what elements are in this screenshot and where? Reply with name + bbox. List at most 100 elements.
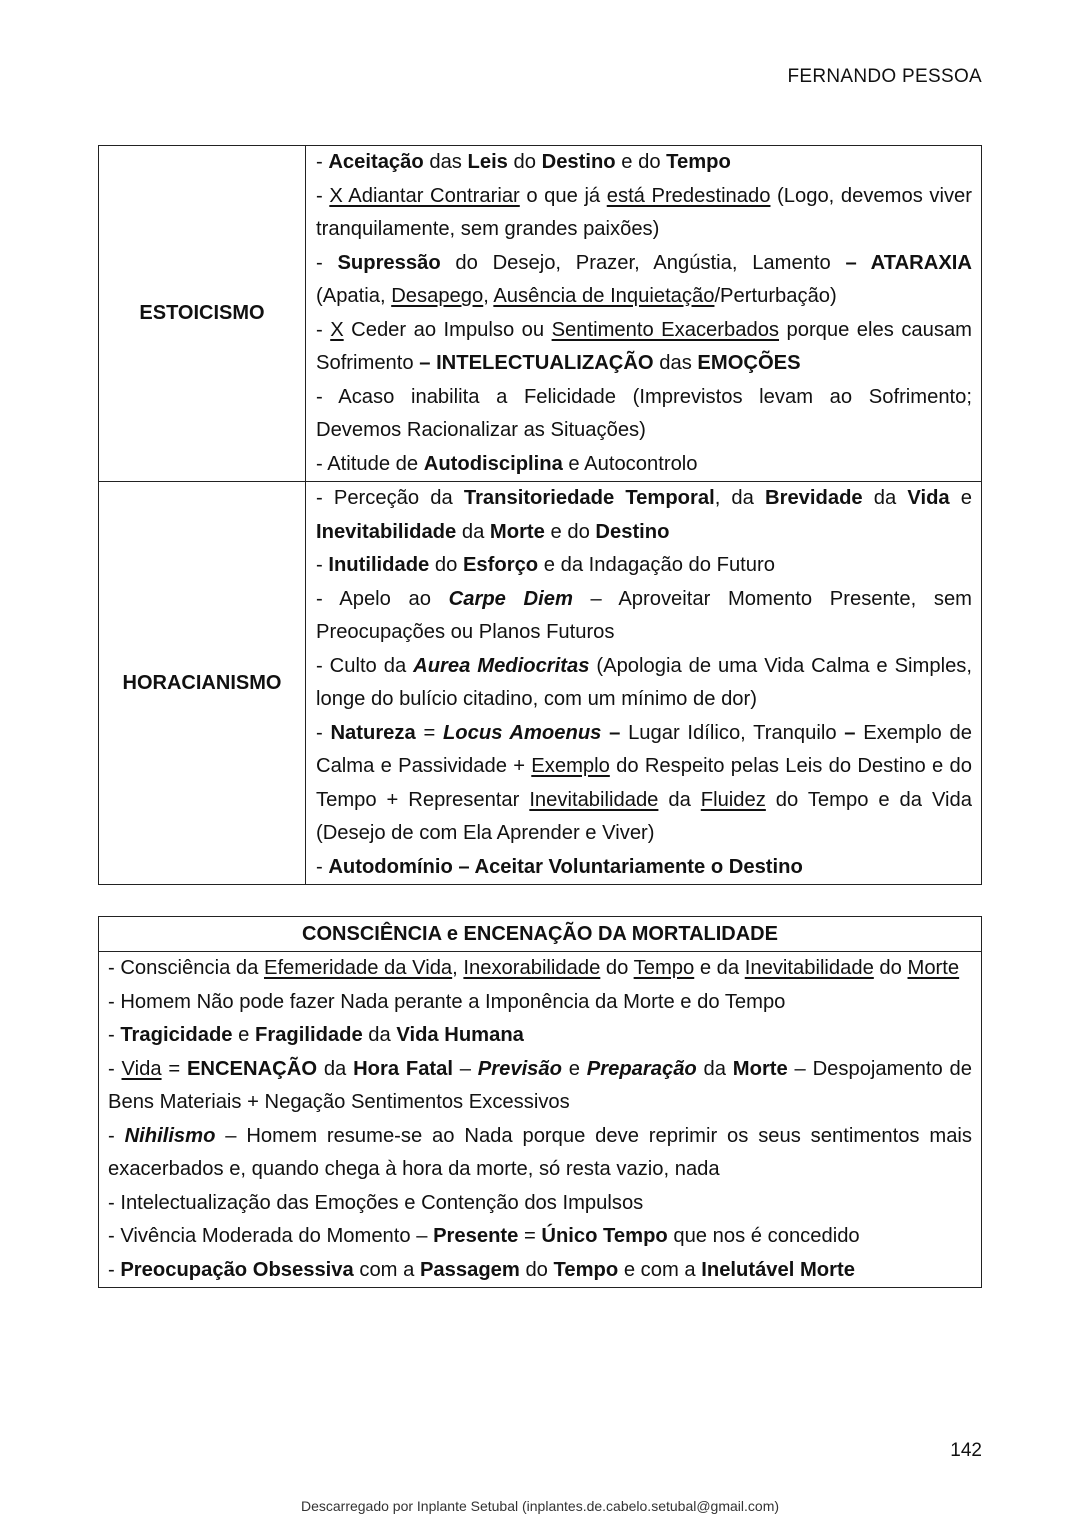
text-segment: Inevitabilidade bbox=[529, 788, 659, 811]
table-title: CONSCIÊNCIA e ENCENAÇÃO DA MORTALIDADE bbox=[98, 916, 982, 952]
text-segment: das bbox=[423, 151, 468, 173]
text-segment: (Apatia, bbox=[316, 285, 392, 307]
text-segment: Fragilidade bbox=[255, 1024, 363, 1046]
text-segment: Efemeridade da Vida bbox=[263, 957, 453, 979]
text-segment: - bbox=[316, 721, 331, 744]
text-segment: Preparação bbox=[586, 1057, 697, 1080]
table-row-estoicismo: ESTOICISMO - Aceitação das Leis do Desti… bbox=[98, 145, 982, 482]
text-segment: e do bbox=[615, 151, 667, 173]
text-segment: está Predestinado bbox=[606, 184, 771, 207]
text-segment: Inevitabilidade bbox=[744, 957, 874, 979]
movements-table: ESTOICISMO - Aceitação das Leis do Desti… bbox=[98, 145, 982, 885]
text-segment: /Perturbação) bbox=[714, 285, 837, 307]
text-segment: , bbox=[483, 285, 494, 307]
text-segment: Exemplo bbox=[531, 755, 610, 777]
text-segment: , da bbox=[714, 487, 766, 509]
row-label: HORACIANISMO bbox=[98, 481, 306, 885]
text-segment: Morte bbox=[732, 1057, 788, 1080]
text-segment: da bbox=[317, 1057, 354, 1080]
text-segment: Transitoriedade Temporal bbox=[463, 487, 715, 509]
text-segment: Fluidez bbox=[700, 788, 766, 811]
text-segment: Hora Fatal bbox=[353, 1057, 453, 1080]
text-segment: Autodomínio – Aceitar Voluntariamente o … bbox=[328, 855, 803, 878]
text-segment: Carpe Diem bbox=[448, 587, 573, 610]
text-segment: e com a bbox=[618, 1258, 702, 1281]
text-segment: do bbox=[519, 1258, 554, 1281]
text-segment: Natureza bbox=[330, 721, 416, 744]
bullet-item: - Perceção da Transitoriedade Temporal, … bbox=[316, 482, 972, 549]
text-segment: Inelutável Morte bbox=[701, 1258, 855, 1281]
text-segment: do Tempo e da Vida (Desejo de com Ela Ap… bbox=[316, 788, 972, 845]
text-segment: - bbox=[316, 184, 330, 207]
text-segment: Vida bbox=[907, 487, 950, 509]
text-segment: - bbox=[316, 151, 329, 173]
text-segment: do Respeito pelas Leis do Destino e do T… bbox=[316, 755, 972, 811]
text-segment: do bbox=[429, 554, 463, 576]
text-segment: – Homem resume-se ao Nada porque deve re… bbox=[108, 1124, 972, 1181]
text-segment: e da bbox=[694, 957, 745, 979]
bullet-item: - Consciência da Efemeridade da Vida, In… bbox=[108, 952, 972, 986]
text-segment: ENCENAÇÃO bbox=[186, 1057, 318, 1080]
table-row-horacianismo: HORACIANISMO - Perceção da Transitorieda… bbox=[98, 481, 982, 885]
text-segment: e bbox=[561, 1057, 587, 1080]
text-segment: - bbox=[316, 251, 338, 274]
bullet-item: - Nihilismo – Homem resume-se ao Nada po… bbox=[108, 1120, 972, 1187]
text-segment: = bbox=[518, 1225, 542, 1247]
text-segment: Desapego bbox=[391, 285, 484, 307]
text-segment: - Apelo ao bbox=[316, 587, 449, 610]
text-segment: Supressão bbox=[337, 251, 441, 274]
text-segment: – Despojamento de Bens Materiais + Negaç… bbox=[108, 1057, 972, 1114]
text-segment: - bbox=[316, 855, 329, 878]
text-segment: e bbox=[232, 1024, 255, 1046]
text-segment: da bbox=[456, 520, 490, 543]
text-segment: (Apologia de uma Vida Calma e Simples, l… bbox=[316, 654, 973, 711]
text-segment: Brevidade bbox=[765, 487, 863, 509]
text-segment: do bbox=[873, 957, 908, 979]
text-segment: das bbox=[653, 352, 698, 374]
text-segment: - bbox=[108, 1124, 125, 1147]
bullet-item: - Culto da Aurea Mediocritas (Apologia d… bbox=[316, 650, 972, 717]
bullet-item: - Aceitação das Leis do Destino e do Tem… bbox=[316, 146, 972, 180]
row-content: - Aceitação das Leis do Destino e do Tem… bbox=[305, 145, 982, 482]
text-segment: – Aproveitar Momento Presente, sem Preoc… bbox=[316, 587, 972, 644]
text-segment: Ceder ao Impulso ou bbox=[343, 318, 552, 341]
text-segment: - Homem Não pode fazer Nada perante a Im… bbox=[108, 990, 786, 1013]
text-segment: = bbox=[415, 721, 443, 744]
text-segment: Autodisciplina bbox=[423, 452, 563, 475]
text-segment: Tempo bbox=[666, 151, 731, 173]
text-segment bbox=[601, 722, 609, 744]
text-segment: Sentimento Exacerbados bbox=[551, 318, 780, 341]
text-segment: - Perceção da bbox=[316, 487, 464, 509]
text-segment: e da Indagação do Futuro bbox=[538, 554, 775, 576]
text-segment: Tempo bbox=[553, 1258, 619, 1281]
text-segment: do bbox=[507, 151, 542, 173]
text-segment: porque eles causam Sofrimento bbox=[316, 318, 972, 375]
text-segment: Presente bbox=[433, 1225, 519, 1247]
table-body-row: - Consciência da Efemeridade da Vida, In… bbox=[98, 951, 982, 1288]
text-segment: – ATARAXIA bbox=[845, 251, 972, 274]
text-segment: Aurea Mediocritas bbox=[413, 654, 590, 677]
text-segment: do bbox=[600, 957, 634, 979]
text-segment: - bbox=[108, 1024, 121, 1046]
download-footer: Descarregado por Inplante Setubal (inpla… bbox=[300, 1498, 780, 1514]
text-segment: Vida Humana bbox=[396, 1024, 524, 1046]
text-segment: Preocupação Obsessiva bbox=[120, 1258, 354, 1281]
text-segment: Único Tempo bbox=[541, 1225, 668, 1247]
text-segment: Passagem bbox=[419, 1258, 520, 1281]
text-segment: com a bbox=[353, 1258, 420, 1281]
text-segment: Locus Amoenus bbox=[442, 721, 602, 744]
text-segment: e bbox=[949, 487, 972, 509]
text-segment: Morte bbox=[907, 957, 960, 979]
text-segment: X bbox=[330, 318, 344, 341]
text-segment: - Culto da bbox=[316, 654, 414, 677]
bullet-item: - Apelo ao Carpe Diem – Aproveitar Momen… bbox=[316, 583, 972, 650]
text-segment: Lugar Idílico, Tranquilo bbox=[620, 721, 845, 744]
bullet-item: - X Ceder ao Impulso ou Sentimento Exace… bbox=[316, 314, 972, 381]
text-segment: - Intelectualização das Emoções e Conten… bbox=[108, 1191, 644, 1214]
text-segment: - Vivência Moderada do Momento – bbox=[108, 1225, 434, 1247]
text-segment: – bbox=[609, 721, 621, 744]
page-number: 142 bbox=[950, 1440, 982, 1461]
text-segment: - bbox=[316, 554, 329, 576]
text-segment: Tempo bbox=[633, 957, 695, 979]
text-segment: = bbox=[161, 1057, 187, 1080]
